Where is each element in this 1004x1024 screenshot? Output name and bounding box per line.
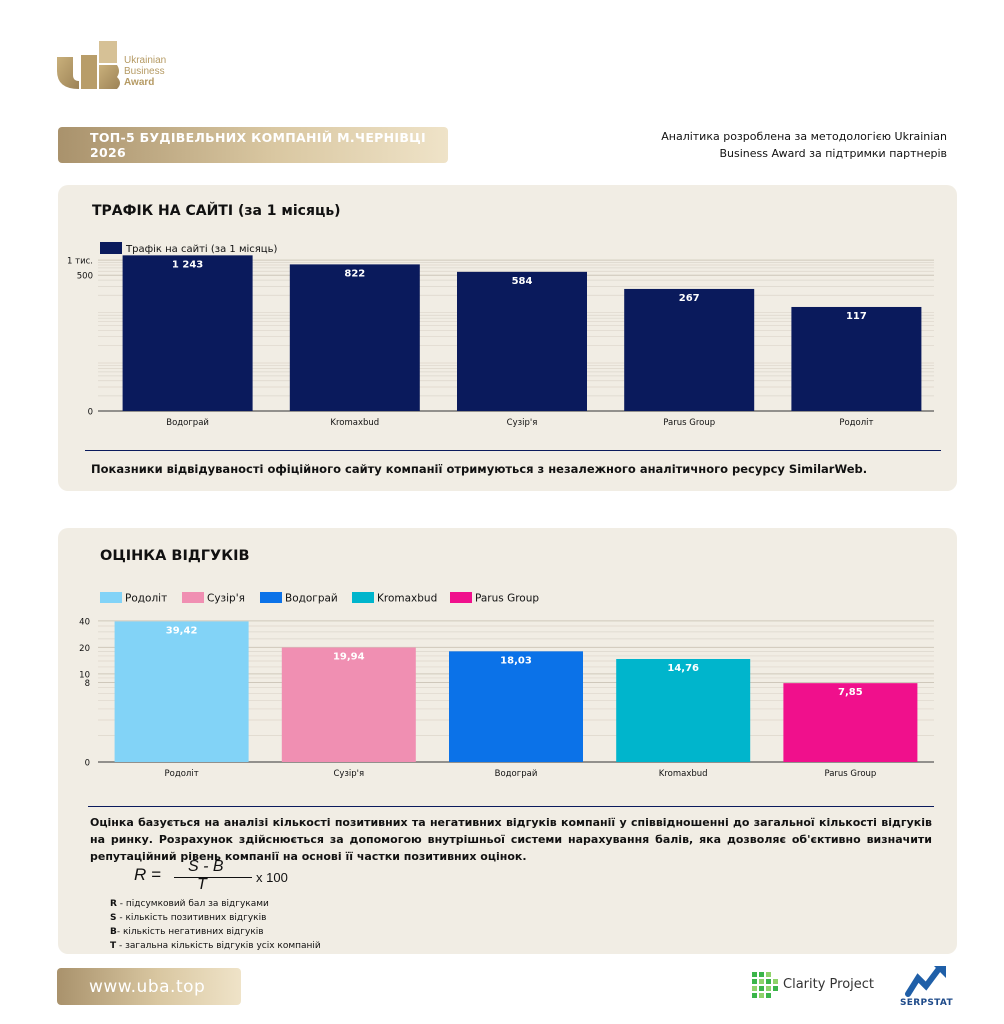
bar-value-label: 19,94 (333, 651, 365, 662)
methodology-note-line-1: Аналітика розроблена за методологією Ukr… (661, 130, 947, 143)
logo-line-2: Business (124, 66, 165, 77)
traffic-footnote: Показники відвідуваності офіційного сайт… (91, 462, 868, 476)
legend-label: Водограй (285, 593, 338, 605)
x-tick-label: Родоліт (839, 418, 873, 428)
y-tick-label: 8 (85, 679, 90, 689)
serpstat-text: SERPSTAT (900, 998, 953, 1008)
definition-b: B- кількість негативних відгуків (110, 927, 264, 937)
bar-value-label: 7,85 (838, 687, 863, 698)
clarity-project-logo: Clarity Project (752, 972, 892, 1000)
bar (122, 255, 253, 411)
formula-denominator: T (197, 876, 207, 893)
reviews-divider (88, 806, 934, 807)
bar-value-label: 117 (846, 311, 867, 322)
y-tick-label: 20 (79, 644, 90, 654)
y-tick-label: 40 (79, 617, 90, 627)
bar (289, 264, 420, 411)
legend-swatch (260, 592, 282, 603)
x-tick-label: Kromaxbud (330, 418, 379, 428)
bar-value-label: 267 (679, 293, 700, 304)
traffic-divider (85, 450, 941, 451)
uba-logo: Ukrainian Business Award (57, 37, 187, 91)
bar (449, 651, 583, 762)
formula-fraction-bar (174, 877, 252, 878)
website-link-text[interactable]: www.uba.top (89, 976, 206, 997)
y-tick-label: 500 (77, 272, 93, 282)
x-tick-label: Parus Group (824, 769, 876, 779)
legend-label: Сузір'я (207, 593, 245, 605)
bar (457, 271, 587, 411)
serpstat-logo: SERPSTAT (898, 964, 958, 1012)
bar-value-label: 39,42 (166, 625, 198, 636)
formula-lhs: R = (134, 865, 161, 884)
serpstat-icon (905, 966, 946, 997)
x-tick-label: Родоліт (165, 769, 199, 779)
formula-numerator: S - B (188, 858, 224, 875)
uba-logo-mark (57, 41, 120, 89)
legend-swatch (352, 592, 374, 603)
bar (624, 288, 755, 411)
clarity-project-text: Clarity Project (783, 977, 875, 992)
definition-s: S - кількість позитивних відгуків (110, 913, 267, 923)
legend-label: Родоліт (125, 593, 167, 605)
clarity-grid-icon (752, 972, 778, 998)
formula-multiplier: x 100 (256, 870, 288, 885)
definition-t: T - загальна кількість відгуків усіх ком… (110, 941, 321, 951)
logo-line-1: Ukrainian (124, 55, 167, 66)
bar (616, 659, 751, 762)
legend-swatch (100, 242, 122, 254)
bar-value-label: 1 243 (172, 259, 203, 270)
x-tick-label: Kromaxbud (659, 769, 708, 779)
legend-swatch (182, 592, 204, 603)
y-tick-label: 0 (88, 408, 93, 418)
bar (791, 306, 922, 411)
x-tick-label: Parus Group (663, 418, 715, 428)
legend-swatch (100, 592, 122, 603)
y-tick-label: 10 (79, 670, 90, 680)
page-title-text: ТОП-5 БУДІВЕЛЬНИХ КОМПАНІЙ М.ЧЕРНІВЦІ 20… (90, 130, 427, 160)
legend-label: Трафік на сайті (за 1 місяць) (125, 243, 277, 255)
x-tick-label: Сузір'я (333, 769, 364, 779)
x-tick-label: Водограй (495, 769, 538, 779)
definition-r: R - підсумковий бал за відгуками (110, 899, 269, 909)
bar (114, 621, 249, 762)
bar (281, 647, 416, 762)
traffic-title: ТРАФІК НА САЙТІ (за 1 місяць) (92, 203, 341, 219)
y-tick-label: 1 тис. (67, 257, 93, 267)
bar (783, 683, 918, 762)
bar-value-label: 14,76 (667, 663, 699, 674)
y-tick-label: 0 (85, 759, 90, 769)
reviews-description: Оцінка базується на аналізі кількості по… (90, 816, 932, 863)
x-tick-label: Сузір'я (507, 418, 538, 428)
page-title: ТОП-5 БУДІВЕЛЬНИХ КОМПАНІЙ М.ЧЕРНІВЦІ 20… (58, 127, 448, 163)
formula-definitions: R - підсумковий бал за відгуками S - кіл… (110, 897, 321, 953)
methodology-note: Аналітика розроблена за методологією Ukr… (627, 128, 947, 162)
legend-label: Parus Group (475, 593, 539, 605)
methodology-note-line-2: Business Award за підтримки партнерів (719, 147, 948, 160)
bar-value-label: 584 (512, 276, 533, 287)
legend-label: Kromaxbud (377, 593, 437, 605)
reviews-title: ОЦІНКА ВІДГУКІВ (100, 548, 250, 564)
logo-line-3: Award (124, 77, 155, 88)
bar-value-label: 822 (344, 268, 365, 279)
score-formula: R = S - B T x 100 (134, 858, 334, 894)
legend-swatch (450, 592, 472, 603)
x-tick-label: Водограй (166, 418, 209, 428)
reviews-chart: 0 810 20 40 Родоліт Сузір'я Водограй Kromaxbud P… (79, 592, 934, 779)
website-link[interactable]: www.uba.top (57, 968, 241, 1005)
bar-value-label: 18,03 (500, 655, 532, 666)
